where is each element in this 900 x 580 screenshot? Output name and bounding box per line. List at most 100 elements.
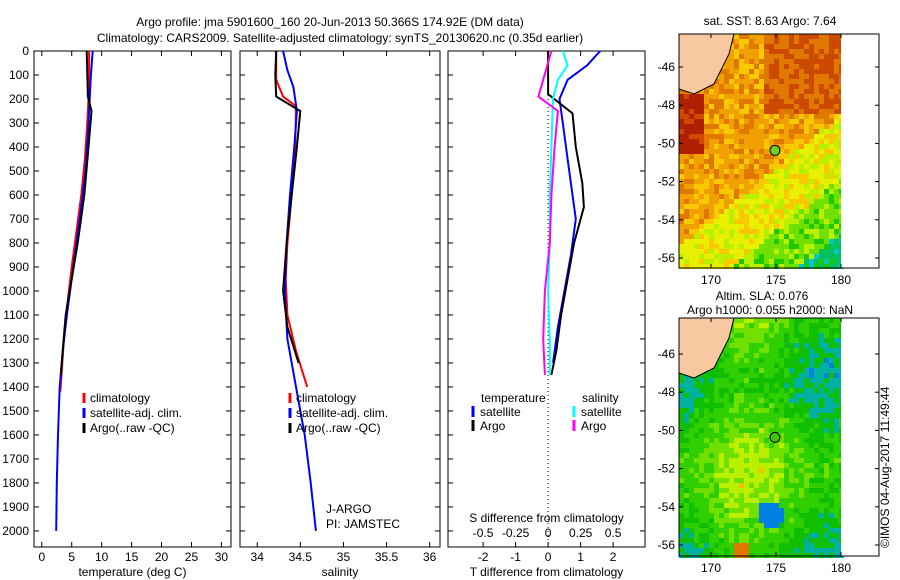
map-cell xyxy=(764,74,769,79)
map-cell xyxy=(744,453,749,458)
map-cell xyxy=(774,64,779,69)
map-cell xyxy=(729,368,734,373)
map-cell xyxy=(794,538,799,543)
lat-tick-label: -52 xyxy=(658,175,676,189)
map-cell xyxy=(829,473,834,478)
map-cell xyxy=(729,543,734,548)
map-cell xyxy=(799,109,804,114)
map-cell xyxy=(799,49,804,54)
map-cell xyxy=(734,513,739,518)
map-cell xyxy=(734,44,739,49)
map-cell xyxy=(779,209,784,214)
map-cell xyxy=(709,448,714,453)
map-cell xyxy=(694,383,699,388)
map-cell xyxy=(709,244,714,249)
map-cell xyxy=(699,259,704,264)
map-cell xyxy=(739,408,744,413)
map-cell xyxy=(754,64,759,69)
map-cell xyxy=(739,219,744,224)
map-cell xyxy=(739,229,744,234)
map-cell xyxy=(704,104,709,109)
map-cell xyxy=(704,523,709,528)
map-cell xyxy=(739,114,744,119)
map-cell xyxy=(784,199,789,204)
map-cell xyxy=(684,483,689,488)
map-cell xyxy=(804,468,809,473)
map-cell xyxy=(729,44,734,49)
map-cell xyxy=(754,508,759,513)
map-cell xyxy=(789,428,794,433)
map-cell xyxy=(814,318,819,323)
x-tick-label: 0 xyxy=(545,550,552,564)
map-cell xyxy=(824,393,829,398)
argo-location-marker xyxy=(769,144,781,156)
map-cell xyxy=(694,483,699,488)
map-cell xyxy=(784,543,789,548)
map-cell xyxy=(724,234,729,239)
map-cell xyxy=(724,378,729,383)
map-cell xyxy=(749,548,754,553)
map-cell xyxy=(689,423,694,428)
map-cell xyxy=(749,124,754,129)
map-cell xyxy=(704,408,709,413)
map-cell xyxy=(769,199,774,204)
map-cell xyxy=(789,383,794,388)
map-cell xyxy=(739,363,744,368)
map-cell xyxy=(829,458,834,463)
map-cell xyxy=(729,219,734,224)
map-cell xyxy=(819,383,824,388)
map-cell xyxy=(759,124,764,129)
map-cell xyxy=(749,388,754,393)
map-cell xyxy=(724,194,729,199)
map-cell xyxy=(804,453,809,458)
map-cell xyxy=(789,403,794,408)
map-cell xyxy=(804,54,809,59)
map-cell xyxy=(729,249,734,254)
map-cell xyxy=(744,234,749,239)
map-cell xyxy=(814,74,819,79)
map-cell xyxy=(749,368,754,373)
map-cell xyxy=(779,179,784,184)
map-cell xyxy=(719,533,724,538)
map-cell xyxy=(834,154,839,159)
map-cell xyxy=(809,338,814,343)
map-cell xyxy=(779,119,784,124)
map-cell xyxy=(784,423,789,428)
map-cell xyxy=(794,398,799,403)
map-cell xyxy=(804,59,809,64)
map-cell xyxy=(809,383,814,388)
map-cell xyxy=(799,418,804,423)
map-cell xyxy=(719,428,724,433)
map-cell xyxy=(814,393,819,398)
map-cell xyxy=(714,518,719,523)
map-cell xyxy=(689,239,694,244)
map-cell xyxy=(764,363,769,368)
map-cell xyxy=(699,99,704,104)
map-cell xyxy=(719,99,724,104)
map-cell xyxy=(784,403,789,408)
map-cell xyxy=(714,453,719,458)
map-cell xyxy=(799,159,804,164)
map-cell xyxy=(754,84,759,89)
map-cell xyxy=(814,518,819,523)
map-cell xyxy=(744,149,749,154)
map-cell xyxy=(734,94,739,99)
map-cell xyxy=(679,388,684,393)
map-cell xyxy=(714,528,719,533)
map-cell xyxy=(739,478,744,483)
map-cell xyxy=(699,244,704,249)
map-cell xyxy=(824,383,829,388)
map-cell xyxy=(794,533,799,538)
map-cell xyxy=(834,259,839,264)
map-cell xyxy=(719,244,724,249)
map-cell xyxy=(769,343,774,348)
map-cell xyxy=(684,458,689,463)
map-cell xyxy=(784,249,789,254)
map-cell xyxy=(749,219,754,224)
map-cell xyxy=(824,259,829,264)
sst-map-title: sat. SST: 8.63 Argo: 7.64 xyxy=(704,14,837,28)
map-cell xyxy=(769,159,774,164)
map-cell xyxy=(804,184,809,189)
map-cell xyxy=(834,473,839,478)
map-cell xyxy=(789,408,794,413)
